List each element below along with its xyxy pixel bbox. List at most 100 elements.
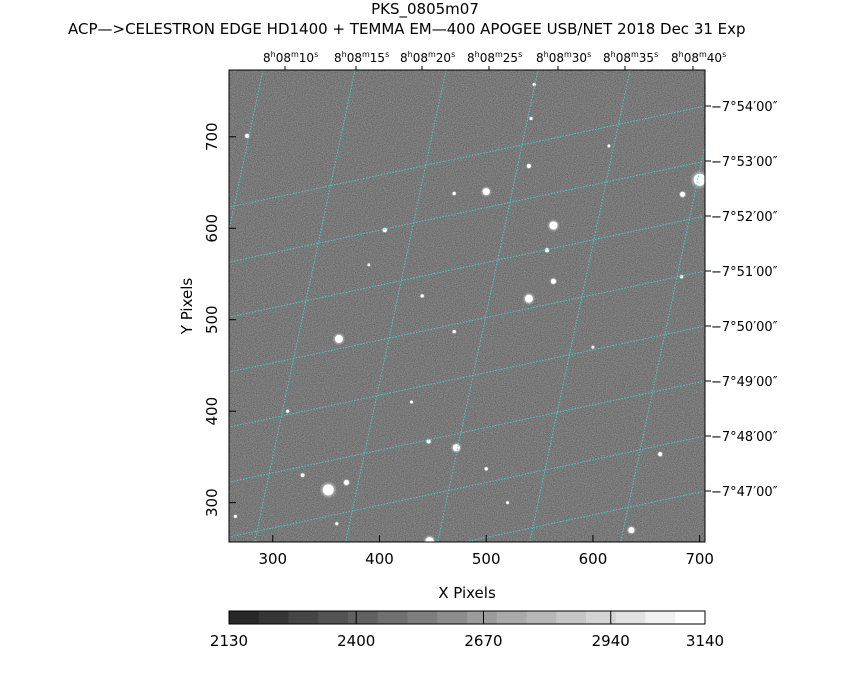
star: [740, 369, 745, 374]
x-axis-label: X Pixels: [438, 584, 496, 602]
colorbar-step: [526, 611, 557, 624]
x-tick-label: 400: [365, 550, 394, 568]
ra-grid-line: [529, 70, 631, 542]
colorbar-step: [496, 611, 527, 624]
star: [334, 521, 340, 527]
star: [678, 190, 687, 199]
ra-grid-line: [620, 143, 705, 542]
star: [531, 82, 537, 88]
star-field: [233, 82, 745, 542]
star: [332, 332, 346, 346]
star: [299, 472, 306, 479]
y-axis-label: Y Pixels: [178, 278, 196, 336]
star: [543, 247, 551, 254]
star: [590, 344, 596, 350]
star: [450, 442, 462, 454]
star: [425, 438, 432, 445]
colorbar-step: [645, 611, 676, 624]
star: [690, 170, 705, 190]
y-tick-label: 700: [203, 122, 221, 151]
star: [419, 293, 425, 299]
dec-tick-label: −7°54′00″: [711, 100, 778, 115]
colorbar-step: [437, 611, 468, 624]
star: [480, 186, 492, 198]
dec-grid-line: [229, 435, 705, 538]
ra-grid-line: [254, 70, 356, 542]
colorbar-step: [348, 611, 379, 624]
y-tick-label: 400: [203, 397, 221, 426]
dec-tick-label: −7°47′00″: [711, 485, 778, 500]
colorbar-step: [556, 611, 587, 624]
x-tick-label: 600: [579, 550, 608, 568]
ra-tick-label: 8h08m35s: [603, 50, 658, 65]
star: [483, 466, 489, 472]
plot-subtitle: ACP—>CELESTRON EDGE HD1400 + TEMMA EM—40…: [68, 20, 746, 38]
dec-tick-label: −7°53′00″: [711, 155, 778, 170]
colorbar-step: [467, 611, 498, 624]
star: [285, 408, 291, 414]
ra-axis: 8h08m10s 8h08m15s 8h08m20s 8h08m25s 8h08m30s…: [263, 50, 726, 70]
dec-grid-line: [229, 380, 705, 483]
ra-grid-line: [345, 70, 447, 542]
star: [528, 116, 534, 121]
star: [409, 399, 414, 405]
ra-tick-label: 8h08m10s: [263, 50, 318, 65]
star: [547, 219, 560, 232]
star: [319, 481, 338, 499]
dec-grid-line: [229, 105, 705, 208]
y-tick-label: 500: [203, 305, 221, 334]
colorbar-step: [586, 611, 617, 624]
colorbar-tick-label: 3140: [686, 632, 724, 650]
ra-tick-label: 8h08m25s: [467, 50, 522, 65]
star: [243, 132, 251, 140]
star: [525, 162, 533, 170]
dec-tick-label: −7°50′00″: [711, 320, 778, 335]
colorbar-tick-label: 2400: [337, 632, 375, 650]
star: [451, 329, 457, 335]
dec-tick-label: −7°51′00″: [711, 265, 778, 280]
y-axis: 300 400 500 600 700: [203, 122, 236, 517]
ra-tick-label: 8h08m40s: [671, 50, 726, 65]
star: [423, 534, 437, 542]
colorbar-step: [318, 611, 349, 624]
star: [549, 277, 558, 286]
dec-tick-label: −7°52′00″: [711, 210, 778, 225]
dec-grid-line: [229, 160, 705, 263]
ra-tick-label: 8h08m15s: [334, 50, 389, 65]
dec-grid-line: [229, 325, 705, 428]
colorbar-step: [377, 611, 408, 624]
dec-grid-line: [229, 270, 705, 373]
colorbar-step: [258, 611, 289, 624]
dec-grid-line: [229, 215, 705, 318]
colorbar-step: [288, 611, 319, 624]
coordinate-grid: [229, 70, 705, 542]
colorbar-step: [615, 611, 646, 624]
colorbar-step: [675, 611, 706, 624]
star: [626, 525, 637, 535]
colorbar: [228, 610, 706, 625]
star: [342, 478, 351, 487]
star: [366, 262, 371, 267]
star: [522, 292, 536, 306]
x-tick-label: 700: [685, 550, 714, 568]
y-tick-label: 300: [203, 488, 221, 517]
colorbar-tick-label: 2670: [464, 632, 502, 650]
star: [678, 274, 685, 280]
sky-image: [229, 70, 705, 542]
ra-tick-label: 8h08m20s: [400, 50, 455, 65]
colorbar-step: [229, 611, 260, 624]
image-frame: [228, 69, 706, 543]
dec-axis: −7°54′00″ −7°53′00″ −7°52′00″ −7°51′00″ −7°5…: [705, 100, 778, 500]
colorbar-labels: 2130 2400 2670 2940 3140: [210, 611, 724, 650]
ra-tick-label: 8h08m30s: [536, 50, 591, 65]
dec-tick-label: −7°48′00″: [711, 430, 778, 445]
star: [451, 190, 457, 197]
dec-tick-label: −7°49′00″: [711, 375, 778, 390]
ra-grid-line: [437, 70, 539, 542]
star: [606, 143, 612, 149]
x-tick-label: 300: [258, 550, 287, 568]
x-tick-label: 500: [472, 550, 501, 568]
star: [505, 500, 510, 505]
colorbar-tick-label: 2130: [210, 632, 248, 650]
